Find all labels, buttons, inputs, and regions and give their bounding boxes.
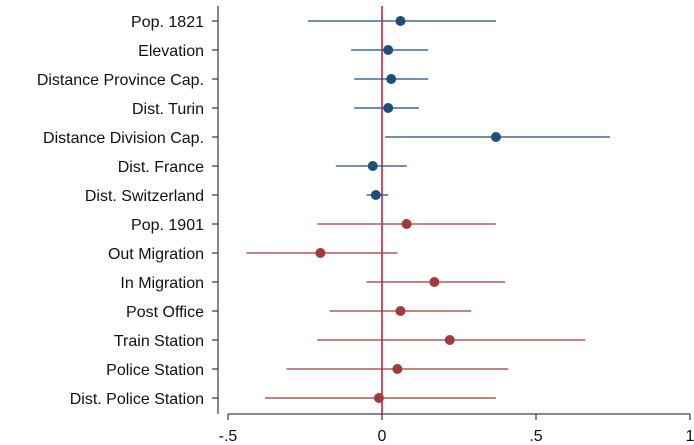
y-tick-label: Pop. 1901 (131, 217, 204, 234)
y-tick-label: Post Office (126, 304, 204, 321)
point-estimate (370, 190, 381, 200)
point-estimate (401, 219, 412, 229)
point-estimate (392, 364, 403, 374)
x-tick-label: 1 (686, 428, 694, 445)
point-estimate (383, 45, 394, 55)
y-tick-label: Dist. Turin (132, 101, 204, 118)
y-tick-label: Police Station (106, 362, 204, 379)
x-tick-label: 0 (378, 428, 387, 445)
point-estimate (395, 306, 406, 316)
point-estimate (386, 74, 397, 84)
point-estimate (490, 132, 501, 142)
point-estimate (444, 335, 455, 345)
y-tick-label: Dist. Police Station (70, 391, 204, 408)
y-tick-label: In Migration (120, 275, 204, 292)
y-tick-label: Out Migration (108, 246, 204, 263)
y-tick-label: Distance Province Cap. (37, 72, 204, 89)
x-tick-label: -.5 (219, 428, 238, 445)
y-tick-label: Train Station (114, 333, 204, 350)
y-tick-label: Distance Division Cap. (43, 130, 204, 147)
y-tick-label: Elevation (138, 43, 204, 60)
x-tick-label: .5 (529, 428, 542, 445)
y-tick-label: Dist. Switzerland (85, 188, 204, 205)
point-estimate (373, 393, 384, 403)
y-tick-label: Pop. 1821 (131, 14, 204, 31)
y-axis: Pop. 1821 Elevation Distance Province Cap.… (37, 6, 219, 414)
point-estimate (315, 248, 326, 258)
point-estimate (383, 103, 394, 113)
x-axis: -.5 0 .5 1 (219, 413, 694, 445)
coefficient-marks (246, 16, 610, 403)
point-estimate (429, 277, 440, 287)
point-estimate (367, 161, 378, 171)
y-tick-label: Dist. France (118, 159, 204, 176)
point-estimate (395, 16, 406, 26)
